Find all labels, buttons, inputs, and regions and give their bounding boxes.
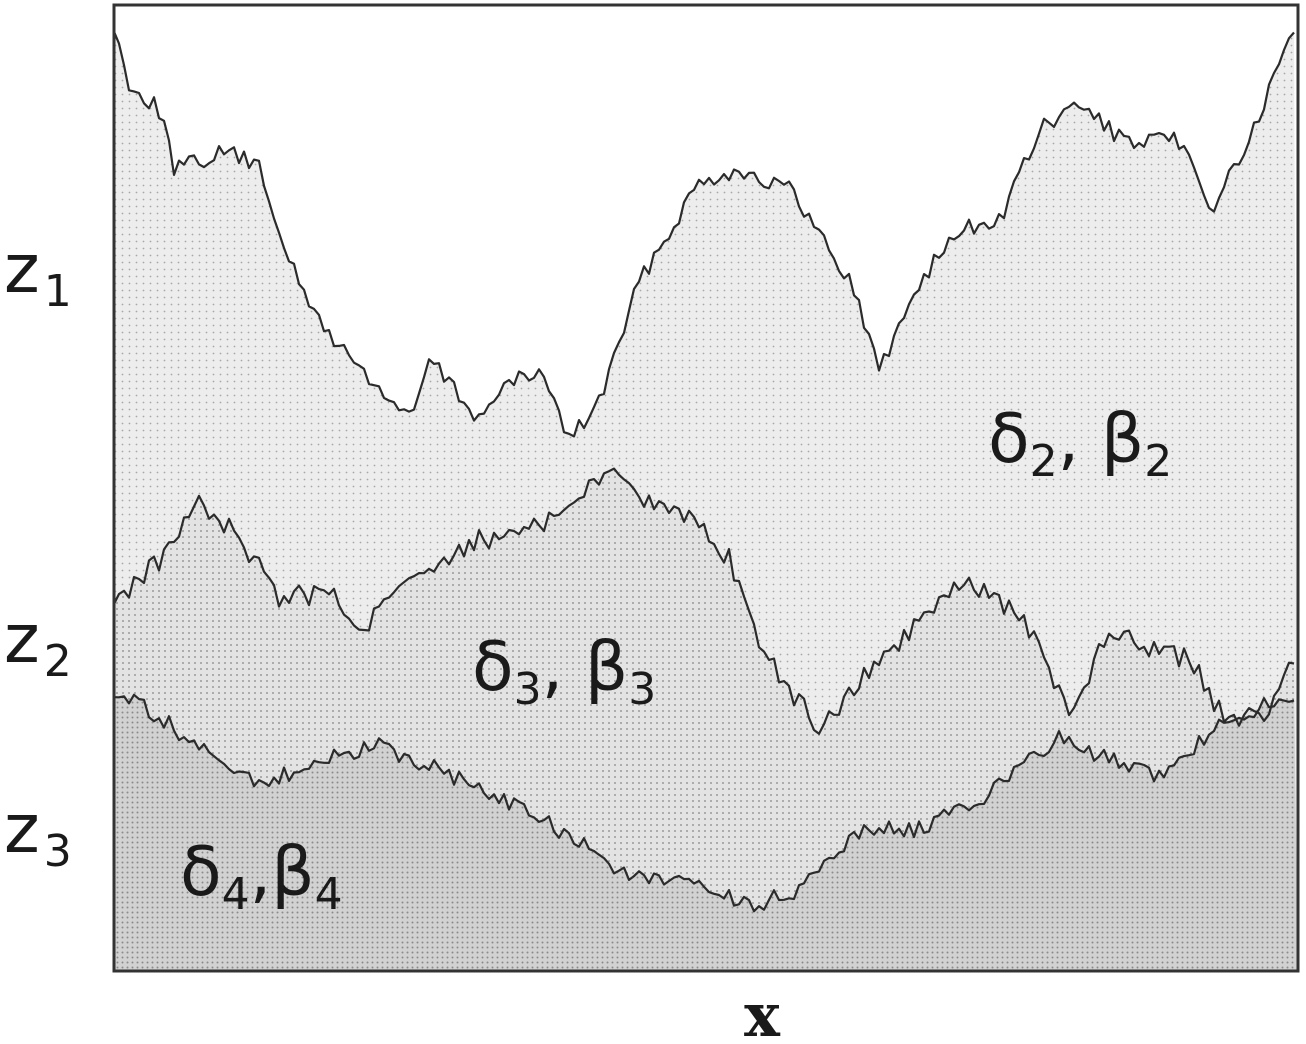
region-2-delta-sub: 2 [1030,436,1058,487]
region-3-delta: δ [472,628,514,707]
region-3-separator: , [542,628,585,707]
interface-label-z1: z1 [4,230,72,317]
x-axis-label: x [744,981,781,1044]
region-4-beta: β [271,833,314,912]
region-3-beta: β [585,628,628,707]
region-3-beta-sub: 3 [628,664,656,715]
region-2-beta-sub: 2 [1144,436,1172,487]
region-label-2: δ2, β2 [988,400,1172,487]
plot-frame [112,3,1300,973]
region-4-delta: δ [180,833,222,912]
z1-subscript: 1 [44,266,72,317]
interface-curve-z1 [114,31,1295,438]
interface-label-z2: z2 [4,600,72,687]
region-2-beta: β [1101,400,1144,479]
z2-letter: z [4,600,40,679]
region-2-delta: δ [988,400,1030,479]
region-label-3: δ3, β3 [472,628,656,715]
interface-label-z3: z3 [4,790,72,877]
z1-letter: z [4,230,40,309]
region-3-delta-sub: 3 [514,664,542,715]
region-4-separator: , [250,833,272,912]
layer-4-fill [114,694,1298,971]
region-2-separator: , [1058,400,1101,479]
interface-curve-z2 [114,467,1295,735]
z3-letter: z [4,790,40,869]
interface-curve-z3 [114,693,1295,913]
region-4-beta-sub: 4 [315,869,343,920]
region-4-delta-sub: 4 [222,869,250,920]
region-label-4: δ4,β4 [180,833,343,920]
z3-subscript: 3 [44,826,72,877]
z2-subscript: 2 [44,636,72,687]
